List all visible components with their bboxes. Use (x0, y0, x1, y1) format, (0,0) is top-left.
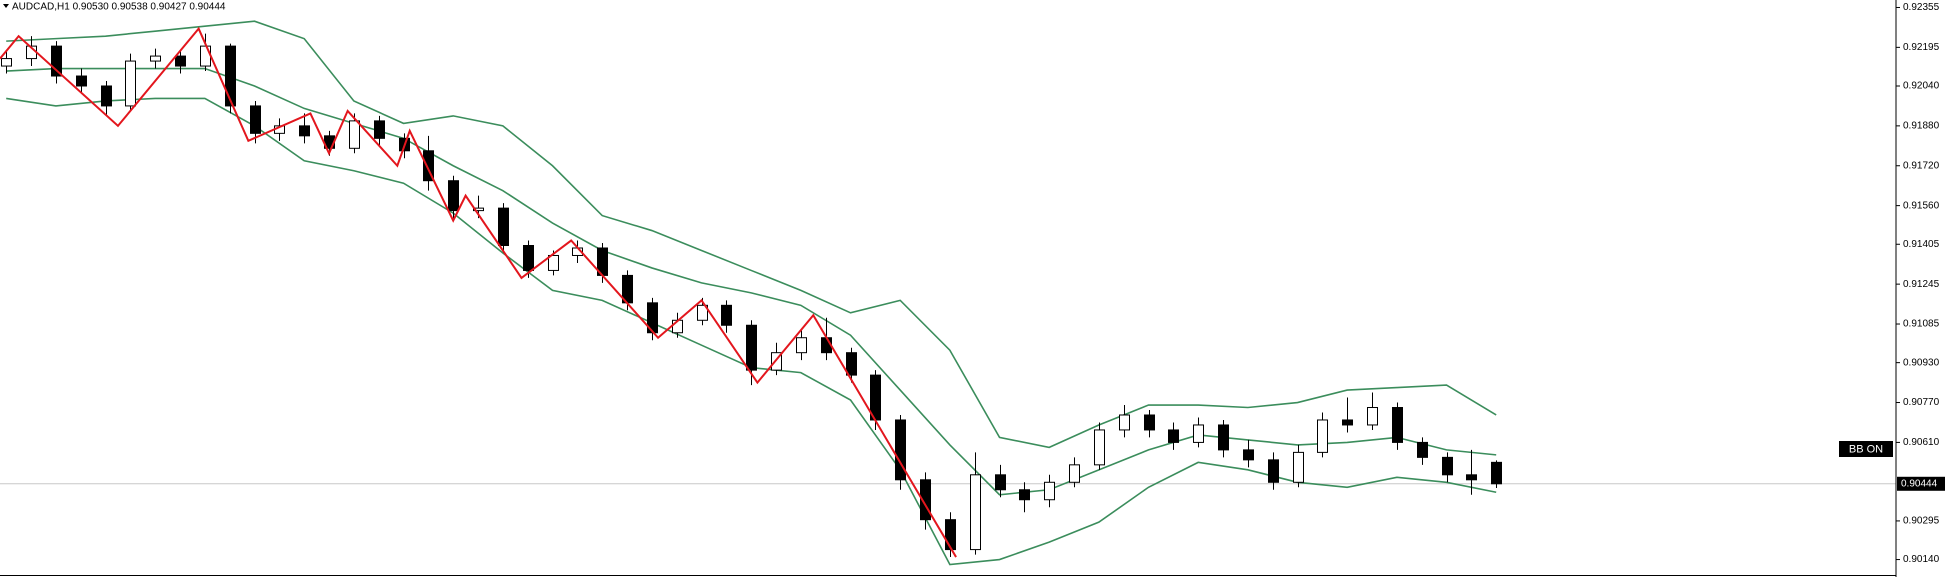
candle-body (1317, 419, 1328, 453)
candle-body (498, 207, 509, 247)
candle-body (1268, 459, 1279, 483)
candle-body (945, 519, 956, 551)
candle-body (299, 125, 310, 137)
candle-body (746, 324, 757, 371)
candle-body (1417, 441, 1428, 458)
candle-body (920, 479, 931, 521)
candle-body (1293, 451, 1304, 483)
candle-body (1442, 456, 1453, 476)
candle-body (846, 352, 857, 376)
candle-body (374, 120, 385, 139)
y-tick-label: 0.91560 (1903, 200, 1940, 211)
y-tick-label: 0.91405 (1903, 239, 1940, 250)
candle-body (970, 474, 981, 551)
indicator-badge (1839, 441, 1893, 457)
candle-body (175, 55, 186, 67)
candle-body (1193, 424, 1204, 443)
candle-body (76, 75, 87, 87)
candle-body (101, 85, 112, 107)
y-tick-label: 0.92040 (1903, 81, 1940, 92)
candle-body (697, 304, 708, 321)
candle-body (548, 254, 559, 271)
candle-body (1218, 424, 1229, 451)
y-tick-label: 0.91880 (1903, 121, 1940, 132)
candle-body (150, 55, 161, 62)
y-tick-label: 0.92195 (1903, 42, 1940, 53)
candle-body (771, 352, 782, 371)
indicator-label: BB ON (1849, 443, 1883, 455)
candle-body (1144, 414, 1155, 431)
candle-body (1119, 414, 1130, 431)
y-tick-label: 0.91720 (1903, 160, 1940, 171)
candle-body (1094, 429, 1105, 466)
candle-body (1019, 489, 1030, 501)
candle-body (200, 45, 211, 67)
candle-body (796, 337, 807, 354)
candle-body (1168, 429, 1179, 443)
candles-layer (1, 33, 1502, 558)
y-tick-label: 0.90295 (1903, 516, 1940, 527)
candle-body (523, 245, 534, 271)
band-middle (6, 67, 1497, 496)
candle-body (473, 207, 484, 212)
candle-body (448, 180, 459, 212)
y-tick-label: 0.90770 (1903, 397, 1940, 408)
candle-body (1491, 461, 1502, 485)
last-price-label: 0.90444 (1901, 478, 1938, 489)
axis-layer: 0.92355 0.92195 0.92040 0.91880 0.91720 0.915… (1896, 2, 1945, 565)
candle-body (423, 150, 434, 182)
candle-body (51, 45, 62, 77)
y-tick-label: 0.90140 (1903, 554, 1940, 565)
chart-title: AUDCAD,H1 0.90530 0.90538 0.90427 0.9044… (12, 2, 226, 13)
band-upper (6, 20, 1497, 449)
candle-body (721, 304, 732, 326)
y-tick-label: 0.92355 (1903, 2, 1940, 13)
y-tick-label: 0.90930 (1903, 357, 1940, 368)
zigzag-layer (0, 26, 957, 558)
candle-body (1243, 449, 1254, 461)
candle-body (1044, 481, 1055, 501)
candle-body (1, 58, 12, 67)
candle-body (1069, 464, 1080, 483)
candle-body (1392, 407, 1403, 443)
menu-triangle (3, 4, 9, 8)
candle-body (250, 105, 261, 134)
candle-body (125, 60, 136, 107)
candle-body (349, 120, 360, 149)
candle-body (225, 45, 236, 107)
last-price-badge (1897, 476, 1945, 491)
y-tick-label: 0.91245 (1903, 279, 1940, 290)
candle-body (995, 474, 1006, 491)
candle-body (1367, 407, 1378, 426)
y-tick-label: 0.91085 (1903, 319, 1940, 330)
candle-body (1342, 419, 1353, 426)
candle-body (895, 419, 906, 481)
y-tick-label: 0.90610 (1903, 437, 1940, 448)
candle-body (1466, 474, 1477, 481)
zigzag-line (0, 26, 957, 558)
